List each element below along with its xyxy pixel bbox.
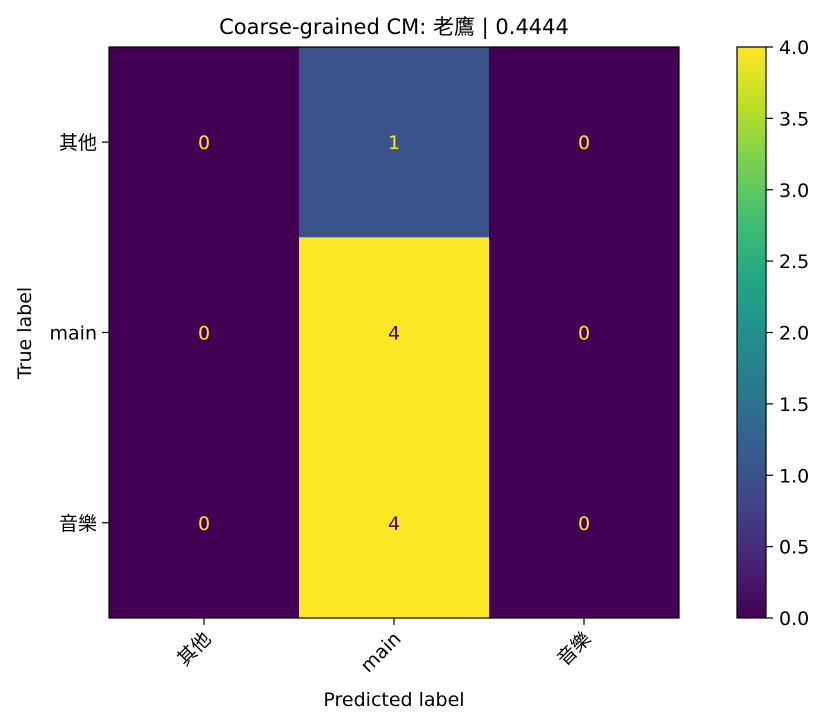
x-tick-label: 音樂 bbox=[553, 628, 595, 670]
cell-value-label: 0 bbox=[198, 132, 210, 154]
colorbar-tick-label: 0.5 bbox=[779, 537, 809, 559]
heatmap-cell bbox=[109, 47, 300, 238]
heatmap-cell bbox=[299, 427, 490, 619]
colorbar-tick-label: 2.0 bbox=[779, 323, 809, 345]
colorbar-tick-label: 1.5 bbox=[779, 394, 809, 416]
x-axis-label: Predicted label bbox=[323, 689, 464, 711]
cell-value-label: 0 bbox=[578, 513, 590, 535]
heatmap-cells bbox=[109, 47, 680, 619]
x-tick-label: main bbox=[356, 628, 405, 677]
heatmap-cell bbox=[299, 237, 490, 429]
cell-value-label: 1 bbox=[388, 132, 400, 154]
cell-value-label: 4 bbox=[388, 322, 400, 344]
heatmap-cell bbox=[109, 427, 300, 619]
colorbar-tick-label: 2.5 bbox=[779, 251, 809, 273]
y-tick-label: main bbox=[50, 322, 97, 344]
y-tick-label: 其他 bbox=[59, 132, 97, 154]
y-axis-label: True label bbox=[14, 287, 36, 380]
chart-title: Coarse-grained CM: 老鷹 | 0.4444 bbox=[219, 15, 569, 40]
y-tick-label: 音樂 bbox=[59, 513, 97, 535]
heatmap-cell bbox=[489, 427, 680, 619]
colorbar-tick-label: 4.0 bbox=[779, 37, 809, 59]
cell-value-label: 4 bbox=[388, 513, 400, 535]
colorbar-tick-label: 3.5 bbox=[779, 108, 809, 130]
cell-value-label: 0 bbox=[578, 132, 590, 154]
x-axis-ticks: 其他 main 音樂 bbox=[173, 617, 596, 677]
heatmap-cell bbox=[489, 47, 680, 238]
cell-value-label: 0 bbox=[198, 513, 210, 535]
cell-value-label: 0 bbox=[198, 322, 210, 344]
heatmap-cell bbox=[109, 237, 300, 429]
colorbar-tick-label: 1.0 bbox=[779, 465, 809, 487]
cell-value-labels: 0 1 0 0 4 0 0 4 0 bbox=[198, 132, 590, 535]
colorbar-tick-label: 0.0 bbox=[779, 608, 809, 630]
heatmap-cell bbox=[489, 237, 680, 429]
x-tick-label: 其他 bbox=[173, 628, 215, 670]
colorbar-tick-label: 3.0 bbox=[779, 180, 809, 202]
cell-value-label: 0 bbox=[578, 322, 590, 344]
y-axis-ticks: 其他 main 音樂 bbox=[50, 132, 109, 535]
colorbar-ticks: 0.0 0.5 1.0 1.5 2.0 2.5 3.0 3.5 4.0 bbox=[766, 37, 809, 630]
heatmap-cell bbox=[299, 47, 490, 238]
colorbar bbox=[736, 46, 767, 619]
